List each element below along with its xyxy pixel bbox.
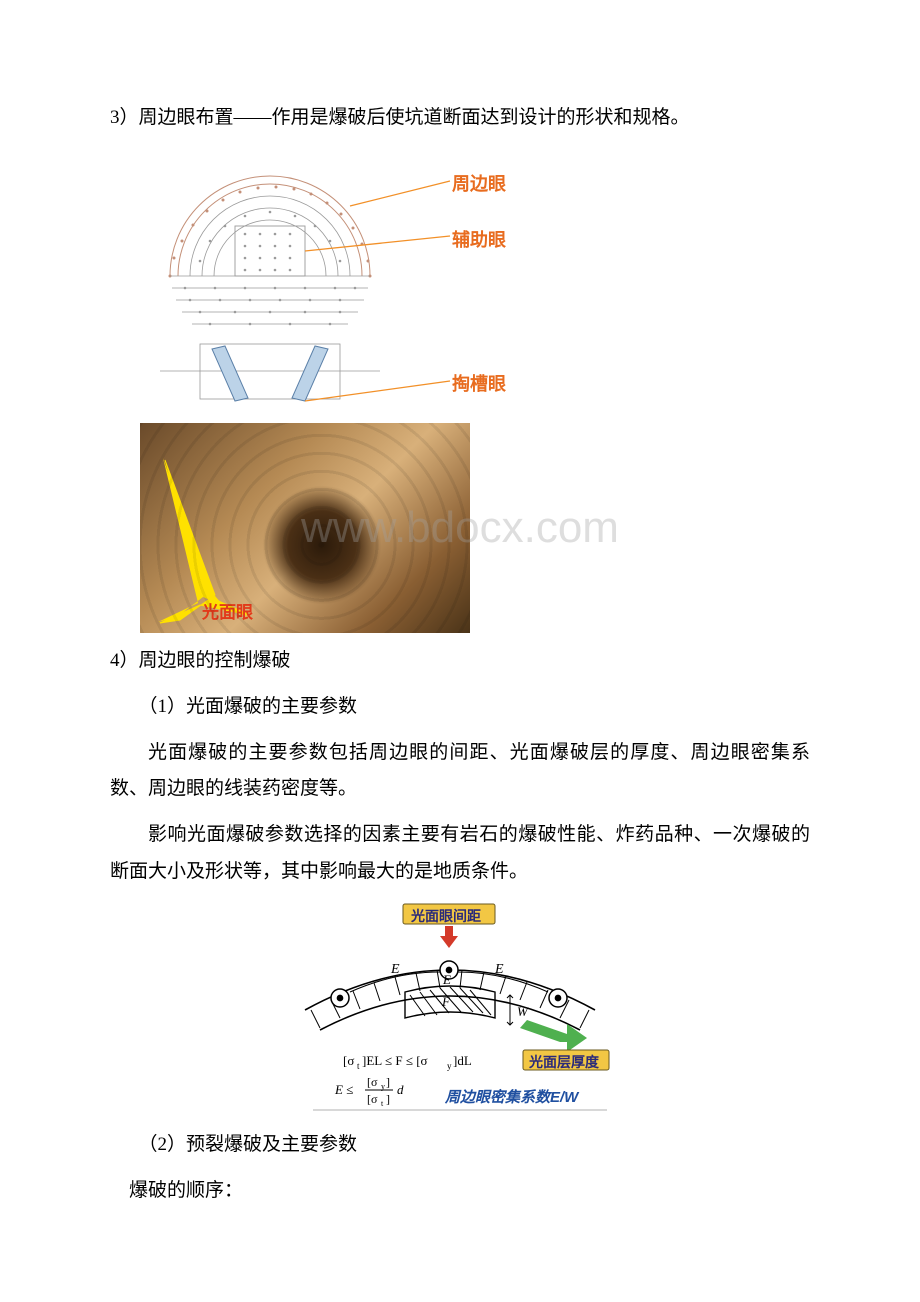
svg-text:[σ: [σ	[343, 1053, 354, 1068]
para-4-1a: 光面爆破的主要参数包括周边眼的间距、光面爆破层的厚度、周边眼密集系数、周边眼的线…	[110, 735, 810, 807]
para-4-2: （2）预裂爆破及主要参数	[139, 1127, 811, 1163]
highlight-callout	[155, 455, 285, 625]
svg-text:]: ]	[386, 1092, 390, 1106]
svg-text:E ≤: E ≤	[334, 1082, 353, 1097]
para-4-1: （1）光面爆破的主要参数	[139, 689, 811, 725]
svg-text:]dL: ]dL	[453, 1053, 472, 1068]
svg-text:t: t	[381, 1099, 384, 1108]
figure-smooth-blast-params: E E E F W [σ t ]EL ≤ F ≤ [σ y ]dL E ≤ [σ…	[295, 900, 625, 1115]
label-auxiliary: 辅助眼	[452, 226, 506, 252]
figure-tunnel-photo: 光面眼	[140, 423, 470, 633]
para-order: 爆破的顺序：	[129, 1173, 810, 1209]
label-perimeter: 周边眼	[452, 170, 506, 196]
label-smooth-blast-hole: 光面眼	[202, 598, 253, 623]
svg-text:[σ: [σ	[367, 1075, 378, 1089]
label-hole-spacing: 光面眼间距	[411, 906, 481, 926]
svg-text:y: y	[447, 1061, 452, 1071]
svg-text:E: E	[494, 962, 504, 977]
svg-text:d: d	[397, 1082, 404, 1097]
label-cut: 掏槽眼	[452, 370, 506, 396]
para-4: 4）周边眼的控制爆破	[110, 643, 810, 679]
svg-text:]EL ≤ F ≤ [σ: ]EL ≤ F ≤ [σ	[362, 1053, 428, 1068]
figure-cross-section: 周边眼 辅助眼 掏槽眼	[140, 146, 520, 411]
svg-text:E: E	[442, 972, 451, 987]
para-4-1b: 影响光面爆破参数选择的因素主要有岩石的爆破性能、炸药品种、一次爆破的断面大小及形…	[110, 817, 810, 889]
svg-text:]: ]	[386, 1075, 390, 1089]
svg-text:W: W	[517, 1004, 529, 1019]
svg-text:t: t	[357, 1061, 360, 1071]
para-3: 3）周边眼布置——作用是爆破后使坑道断面达到设计的形状和规格。	[110, 100, 810, 136]
svg-text:E: E	[390, 962, 400, 977]
label-density-coef: 周边眼密集系数E/W	[445, 1086, 578, 1107]
svg-text:F: F	[441, 994, 451, 1009]
label-layer-thickness: 光面层厚度	[529, 1052, 599, 1072]
svg-text:[σ: [σ	[367, 1092, 378, 1106]
